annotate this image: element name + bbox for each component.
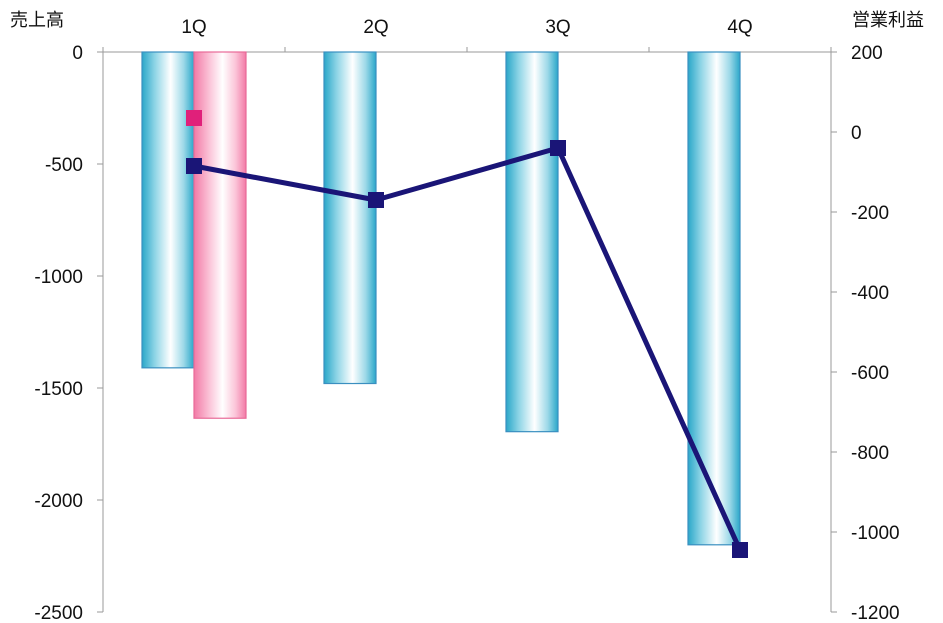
left-tick-label: -1000 [34, 267, 83, 288]
bar-1-2Q [323, 51, 377, 385]
bar-1-4Q [687, 51, 741, 546]
markers [186, 110, 748, 558]
right-axis-title: 営業利益 [852, 10, 924, 31]
category-label: 2Q [363, 17, 388, 38]
line-marker-2Q [368, 192, 384, 208]
right-tick-label: 0 [851, 123, 862, 144]
right-tick-label: -400 [851, 283, 889, 304]
right-tick-label: -1200 [851, 603, 900, 623]
bar-1-1Q [141, 51, 195, 369]
line-marker-1Q [186, 158, 202, 174]
bar-1-3Q [505, 51, 559, 433]
left-tick-label: -500 [45, 155, 83, 176]
line-series [193, 145, 743, 552]
category-label: 1Q [181, 17, 206, 38]
line-marker-4Q [732, 542, 748, 558]
left-tick-label: -2000 [34, 491, 83, 512]
category-label: 4Q [727, 17, 752, 38]
right-tick-label: -200 [851, 203, 889, 224]
right-tick-label: 200 [851, 43, 883, 64]
bars [141, 51, 741, 546]
right-tick-label: -800 [851, 443, 889, 464]
category-label: 3Q [545, 17, 570, 38]
left-tick-label: 0 [72, 43, 83, 64]
right-tick-label: -1000 [851, 523, 900, 544]
labels: 0 -500 -1000 -1500 -2000 -2500 200 0 -200 -400 -60… [34, 17, 899, 623]
line-marker-3Q [550, 140, 566, 156]
scatter-point-1Q [186, 110, 202, 126]
bar-2-1Q [193, 51, 247, 419]
left-tick-label: -1500 [34, 379, 83, 400]
right-tick-label: -600 [851, 363, 889, 384]
lines [193, 145, 743, 552]
left-tick-label: -2500 [34, 603, 83, 623]
left-axis-title: 売上高 [10, 10, 64, 31]
